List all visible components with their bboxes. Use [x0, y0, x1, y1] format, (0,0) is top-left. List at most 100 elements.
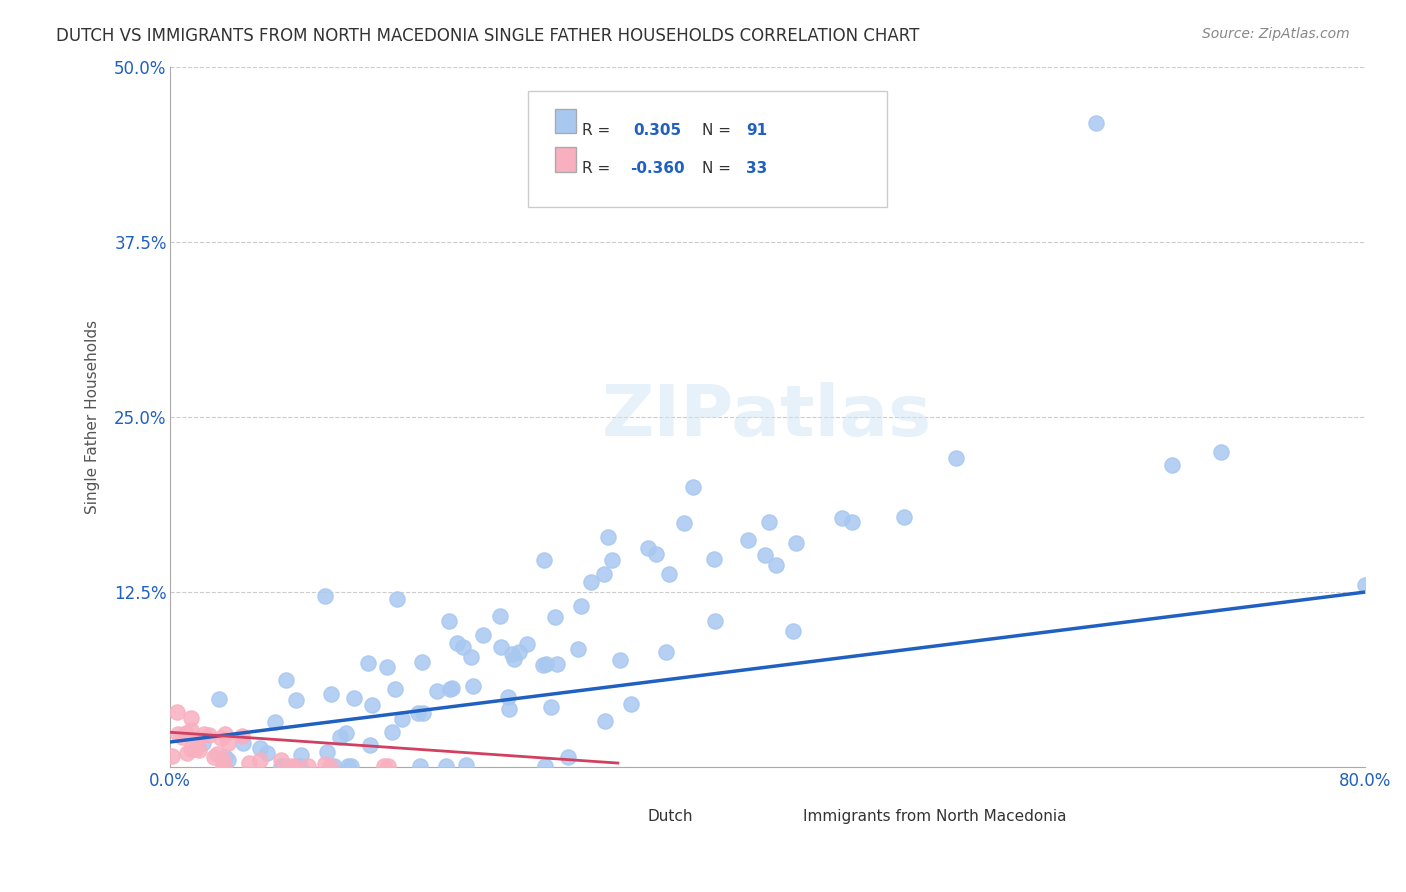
Point — [198, 728, 221, 742]
Point — [187, 731, 209, 746]
Point — [249, 741, 271, 756]
Point — [489, 640, 512, 655]
Text: N =: N = — [702, 123, 731, 137]
Point — [620, 698, 643, 712]
Point — [758, 516, 780, 530]
Point — [534, 759, 557, 773]
Point — [166, 705, 188, 719]
Point — [408, 759, 430, 773]
Point — [184, 741, 207, 756]
Point — [208, 691, 231, 706]
Point — [375, 660, 398, 674]
Point — [501, 648, 523, 662]
Point — [174, 726, 197, 740]
Text: -0.360: -0.360 — [630, 161, 685, 177]
Point — [945, 451, 967, 466]
Text: 0.305: 0.305 — [634, 123, 682, 137]
Text: 91: 91 — [745, 123, 766, 137]
Point — [569, 599, 592, 613]
Point — [831, 511, 853, 525]
Point — [290, 747, 312, 762]
Point — [238, 756, 260, 770]
Point — [270, 753, 292, 767]
Point — [193, 727, 215, 741]
Point — [1354, 578, 1376, 592]
Point — [288, 759, 311, 773]
Point — [754, 548, 776, 562]
Point — [426, 684, 449, 698]
Point — [314, 757, 336, 772]
Text: Source: ZipAtlas.com: Source: ZipAtlas.com — [1202, 27, 1350, 41]
Point — [284, 759, 307, 773]
Text: N =: N = — [702, 161, 731, 177]
Point — [337, 759, 360, 773]
Point — [460, 649, 482, 664]
Point — [579, 574, 602, 589]
Point — [637, 541, 659, 555]
Point — [673, 516, 696, 531]
Point — [600, 553, 623, 567]
Text: Dutch: Dutch — [648, 809, 693, 824]
Point — [782, 624, 804, 638]
Point — [212, 759, 235, 773]
Point — [316, 745, 339, 759]
Point — [411, 655, 433, 669]
Text: R =: R = — [582, 123, 610, 137]
Point — [373, 759, 395, 773]
FancyBboxPatch shape — [554, 147, 576, 171]
Point — [217, 736, 239, 750]
Point — [180, 723, 202, 738]
Point — [446, 636, 468, 650]
Point — [256, 747, 278, 761]
Point — [489, 609, 512, 624]
FancyBboxPatch shape — [755, 792, 792, 820]
Point — [321, 687, 343, 701]
Point — [593, 714, 616, 728]
Point — [191, 735, 214, 749]
Point — [391, 712, 413, 726]
FancyBboxPatch shape — [554, 109, 576, 133]
Text: R =: R = — [582, 161, 610, 177]
Point — [557, 749, 579, 764]
Point — [893, 510, 915, 524]
Point — [544, 610, 567, 624]
Point — [314, 589, 336, 603]
Point — [1209, 445, 1232, 459]
FancyBboxPatch shape — [529, 91, 887, 207]
Point — [211, 759, 233, 773]
Point — [785, 536, 807, 550]
Point — [406, 706, 429, 721]
Point — [658, 567, 681, 582]
Point — [381, 724, 404, 739]
Point — [335, 726, 357, 740]
Point — [540, 700, 562, 714]
Point — [498, 702, 520, 716]
Point — [596, 530, 619, 544]
Point — [593, 566, 616, 581]
Point — [167, 727, 190, 741]
Point — [214, 726, 236, 740]
Point — [263, 715, 285, 730]
Point — [384, 682, 406, 697]
Point — [170, 730, 193, 744]
Point — [508, 645, 530, 659]
Point — [270, 759, 292, 773]
Point — [231, 729, 253, 743]
Point — [546, 657, 568, 672]
Point — [1161, 458, 1184, 472]
Point — [463, 679, 485, 693]
Point — [454, 758, 477, 772]
Y-axis label: Single Father Households: Single Father Households — [86, 320, 100, 514]
Point — [205, 747, 228, 761]
Point — [841, 515, 863, 529]
Point — [359, 739, 381, 753]
Point — [209, 731, 232, 745]
Point — [453, 640, 475, 655]
Point — [357, 656, 380, 670]
Point — [437, 614, 460, 628]
Point — [343, 690, 366, 705]
Point — [534, 657, 557, 671]
Point — [202, 750, 225, 764]
Text: DUTCH VS IMMIGRANTS FROM NORTH MACEDONIA SINGLE FATHER HOUSEHOLDS CORRELATION CH: DUTCH VS IMMIGRANTS FROM NORTH MACEDONIA… — [56, 27, 920, 45]
Point — [176, 746, 198, 760]
